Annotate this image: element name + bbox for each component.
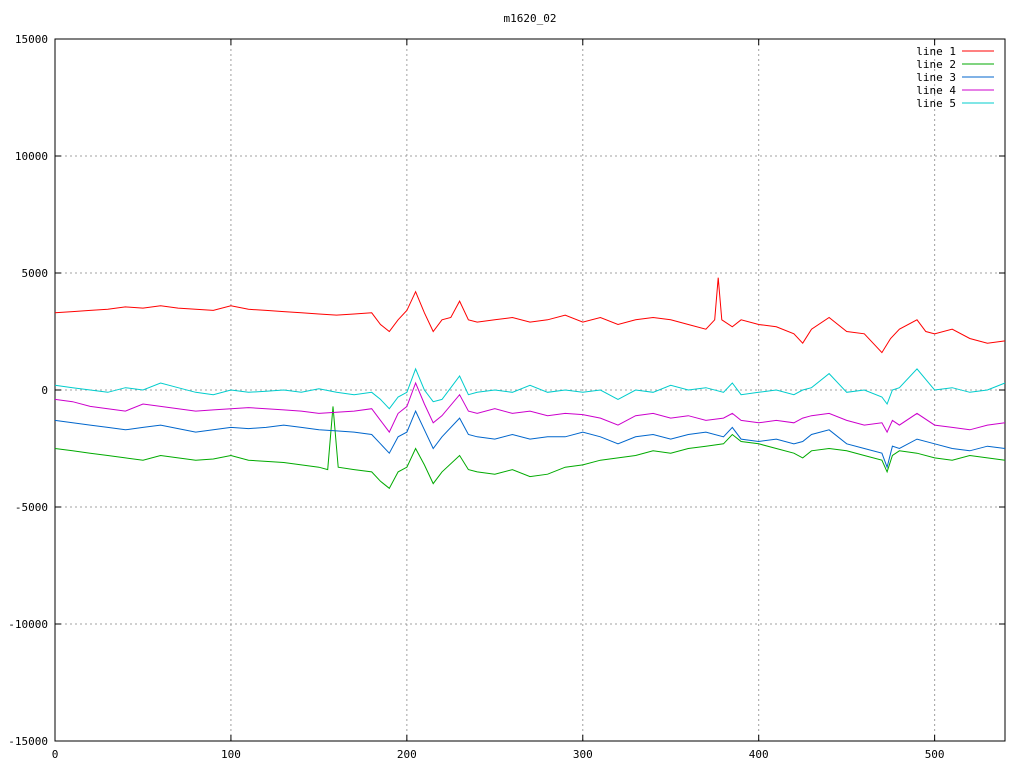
series-line-5 <box>54 367 1006 410</box>
y-tick-label: 10000 <box>15 150 48 163</box>
x-tick-label: 0 <box>52 748 59 761</box>
y-tick-label: -5000 <box>15 501 48 514</box>
series-lines <box>54 277 1006 490</box>
y-tick-label: 5000 <box>22 267 49 280</box>
series-line-1 <box>54 277 1006 354</box>
legend-label-1: line 1 <box>916 45 956 58</box>
series-line-4 <box>54 381 1006 434</box>
series-line-2 <box>54 406 1006 490</box>
chart-title: m1620_02 <box>504 12 557 25</box>
legend-label-3: line 3 <box>916 71 956 84</box>
y-tick-label: -15000 <box>8 735 48 748</box>
x-tick-label: 500 <box>925 748 945 761</box>
axes: 0 100 200 300 400 500 -15000 -10000 -5000 0 5000 10… <box>8 33 1006 761</box>
x-tick-label: 400 <box>749 748 769 761</box>
y-tick-label: -10000 <box>8 618 48 631</box>
y-tick-label: 0 <box>41 384 48 397</box>
y-tick-label: 15000 <box>15 33 48 46</box>
series-line-3 <box>54 409 1006 469</box>
x-tick-label: 200 <box>397 748 417 761</box>
legend-label-2: line 2 <box>916 58 956 71</box>
x-tick-label: 300 <box>573 748 593 761</box>
legend-label-5: line 5 <box>916 97 956 110</box>
legend-label-4: line 4 <box>916 84 956 97</box>
x-tick-label: 100 <box>221 748 241 761</box>
